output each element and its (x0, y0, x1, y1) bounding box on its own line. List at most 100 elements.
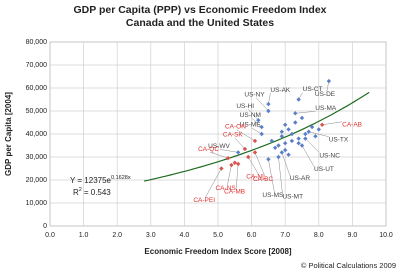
point (286, 127, 291, 132)
point (296, 136, 301, 141)
point-label: CA-NL (246, 174, 266, 181)
leader-line (248, 109, 259, 121)
series: US-DE US-AK US-CT US-NY US-MA US-HI US-NM US-ME… (208, 78, 349, 201)
leader-line (278, 156, 283, 195)
point-label: US-NY (244, 92, 265, 99)
point (279, 150, 285, 155)
equation-exponent: 0.1628x (111, 175, 131, 181)
point (266, 101, 271, 107)
point-label: CA-QC (198, 146, 219, 153)
point (246, 154, 251, 160)
point (276, 154, 281, 160)
leader-line (268, 159, 275, 193)
y-tick-label: 0 (43, 223, 47, 230)
point (286, 152, 291, 157)
point (272, 145, 278, 150)
point (259, 131, 264, 137)
leader-line (251, 127, 262, 135)
point-label: CA-AB (342, 122, 362, 129)
point (266, 157, 271, 162)
point (306, 129, 311, 134)
y-tick-label: 40,000 (26, 131, 48, 138)
point (266, 108, 271, 114)
leader-line (205, 168, 222, 198)
point-label: CA-PEI (193, 197, 215, 204)
point-label: US-TX (329, 136, 349, 143)
trend-line (143, 91, 370, 182)
point-label: CA-SK (223, 132, 244, 139)
point (303, 136, 308, 141)
leader-line (235, 163, 239, 189)
leader-line (308, 131, 329, 137)
y-tick-label: 10,000 (26, 200, 48, 207)
point-label: CA-ON (225, 124, 246, 131)
footer: © Political Calculations 2009 (301, 261, 396, 270)
leader-line (248, 156, 259, 175)
chart-title: GDP per Capita (PPP) vs Economic Freedom… (73, 4, 326, 16)
point-label: US-UT (314, 166, 334, 173)
r-squared-exponent: 2 (79, 187, 82, 193)
point-label: US-AR (290, 175, 311, 182)
y-tick-label: 50,000 (26, 108, 48, 115)
point (232, 160, 237, 165)
point (316, 127, 321, 132)
r-squared-text: R (73, 188, 79, 197)
r-squared-value: = 0.543 (84, 188, 111, 197)
point-label: US-DE (315, 91, 336, 98)
point-label: US-MA (315, 105, 337, 112)
point (259, 124, 264, 130)
point (296, 97, 301, 102)
point (283, 141, 288, 146)
leader-line (281, 152, 291, 176)
equation-text: Y = 12375e (70, 176, 112, 185)
x-tick-label: 9.0 (348, 232, 358, 239)
point (256, 118, 261, 123)
point (289, 138, 295, 144)
y-tick-label: 30,000 (26, 154, 48, 161)
equation: Y = 12375e0.1628x (70, 175, 131, 185)
x-tick-label: 5.0 (213, 232, 223, 239)
point (299, 143, 305, 148)
point (309, 124, 315, 130)
point (229, 162, 234, 168)
leader-line (220, 149, 239, 153)
point (289, 131, 295, 137)
x-tick-label: 7.0 (280, 232, 290, 239)
point (276, 143, 281, 148)
x-tick-label: 3.0 (146, 232, 156, 239)
point (235, 161, 241, 167)
leader-line (236, 129, 256, 142)
point (326, 78, 332, 84)
x-tick-label: 6.0 (247, 232, 257, 239)
y-tick-label: 60,000 (26, 85, 48, 92)
point (242, 146, 248, 152)
y-tick-label: 70,000 (26, 62, 48, 69)
point (283, 147, 288, 153)
y-axis-label: GDP per Capita [2004] (4, 92, 13, 176)
x-tick-label: 4.0 (180, 232, 190, 239)
leader-line (251, 117, 262, 128)
point (279, 134, 285, 139)
point-label: CA-BC (253, 176, 274, 183)
x-axis-label: Economic Freedom Index Score [2008] (144, 247, 291, 256)
point-label: US-NM (240, 112, 261, 119)
point (303, 131, 308, 137)
point (283, 122, 288, 127)
x-tick-label: 0.0 (45, 232, 55, 239)
point (299, 115, 305, 121)
point-label: US-MS (262, 192, 284, 199)
chart-subtitle: Canada and the United States (126, 17, 274, 29)
leader-line (301, 145, 315, 167)
point (252, 150, 258, 155)
point (235, 150, 241, 155)
point (313, 134, 318, 139)
leader-line (305, 138, 320, 153)
point-label: CA-MB (224, 189, 245, 196)
point (296, 141, 301, 146)
point-label: US-HI (236, 103, 254, 110)
point (252, 138, 258, 144)
x-tick-label: 8.0 (314, 232, 324, 239)
point-label: US-CT (303, 86, 323, 93)
